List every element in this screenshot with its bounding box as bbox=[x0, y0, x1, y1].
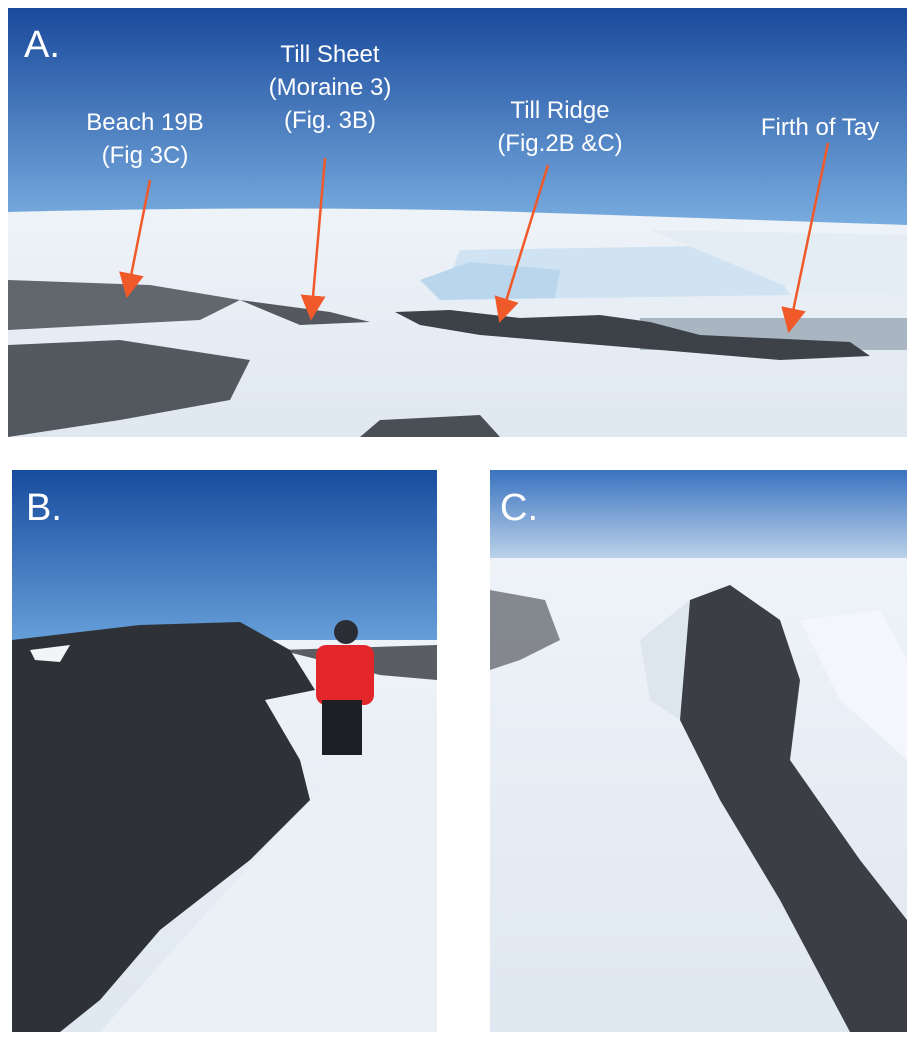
panel-label: C. bbox=[500, 487, 538, 529]
panel-b bbox=[12, 470, 437, 1032]
annotation: (Fig. 3B) bbox=[284, 107, 376, 134]
annotation: (Fig 3C) bbox=[102, 142, 189, 169]
annotation-arrows bbox=[119, 142, 830, 334]
annotation: (Moraine 3) bbox=[269, 74, 392, 101]
annotation: (Fig.2B &C) bbox=[497, 130, 622, 157]
annotation: Till Ridge bbox=[510, 97, 609, 124]
panel-c bbox=[490, 470, 907, 1032]
panel-a bbox=[8, 8, 907, 437]
panel-label: A. bbox=[24, 24, 60, 66]
annotation: Firth of Tay bbox=[761, 114, 879, 141]
annotation: Till Sheet bbox=[280, 41, 379, 68]
annotation: Beach 19B bbox=[86, 109, 203, 136]
panel-label: B. bbox=[26, 487, 62, 529]
